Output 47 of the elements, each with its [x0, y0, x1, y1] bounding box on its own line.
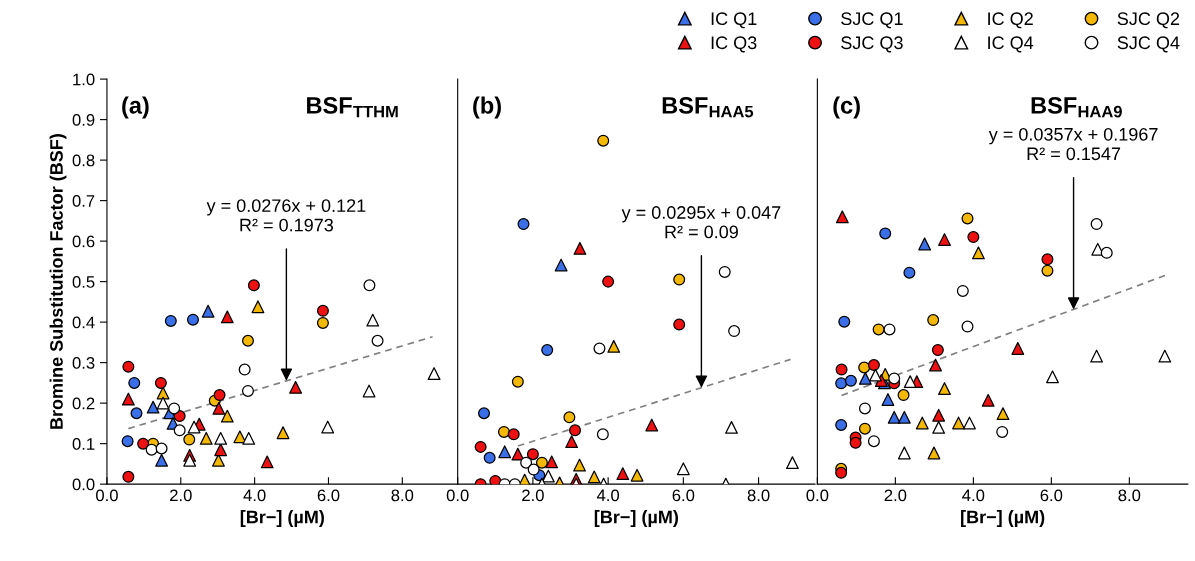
y-tick-label: 0.9 [72, 114, 95, 126]
legend-label: IC Q2 [988, 12, 1033, 29]
legend-label: SJC Q3 [841, 36, 903, 53]
annotation: y = 0.0357x + 0.1967 R² = 0.1547 [988, 127, 1158, 161]
x-axis-title: [Br−] (µM) [240, 510, 324, 527]
x-tick-label: 2.0 [170, 489, 192, 502]
x-tick-label: 2.0 [522, 489, 544, 502]
x-tick-label: 8.0 [391, 489, 414, 502]
legend-label: SJC Q4 [1117, 36, 1180, 53]
x-tick-label: 8.0 [1118, 489, 1141, 502]
legend-label: IC Q1 [711, 12, 757, 29]
y-tick-label: 0.3 [72, 357, 95, 369]
x-tick-label: 8.0 [747, 489, 770, 502]
legend-label: SJC Q2 [1117, 12, 1180, 29]
annotation: y = 0.0276x + 0.121 R² = 0.1973 [206, 199, 366, 232]
y-tick-label: 1.0 [73, 73, 95, 86]
text: BSF$_{HAA5}$ [662, 97, 754, 118]
legend-label: IC Q3 [711, 36, 757, 53]
annotation: (a) [122, 96, 149, 119]
x-tick-label: 2.0 [884, 489, 907, 502]
x-tick-label: 4.0 [596, 489, 620, 502]
annotation: (b) [473, 96, 501, 119]
x-tick-label: 0.0 [806, 489, 829, 502]
x-tick-label: 4.0 [243, 489, 266, 502]
y-axis-title: Bromine Substitution Factor (BSF) [49, 134, 67, 429]
y-tick-label: 0.2 [72, 397, 95, 410]
y-tick-label: 0.0 [72, 478, 95, 491]
x-tick-label: 0.0 [96, 489, 118, 502]
y-tick-label: 0.6 [72, 235, 95, 248]
y-tick-label: 0.4 [72, 316, 95, 329]
x-tick-label: 6.0 [1040, 489, 1063, 502]
x-tick-label: 0.0 [446, 489, 469, 502]
legend-label: IC Q4 [988, 36, 1034, 53]
x-tick-label: 6.0 [672, 489, 695, 502]
x-tick-label: 4.0 [962, 489, 985, 502]
legend-label: SJC Q1 [841, 12, 903, 29]
y-tick-label: 0.5 [72, 276, 95, 288]
y-tick-label: 0.1 [72, 438, 95, 450]
annotation: y = 0.0295x + 0.047 R² = 0.09 [621, 206, 781, 239]
x-axis-title: [Br−] (µM) [594, 510, 678, 527]
annotation: (c) [833, 96, 860, 119]
x-axis-title: [Br−] (µM) [961, 510, 1045, 527]
x-tick-label: 6.0 [317, 489, 340, 502]
y-tick-label: 0.8 [72, 154, 95, 167]
y-tick-label: 0.7 [72, 195, 95, 207]
text: BSF$_{TTHM}$ [307, 97, 398, 118]
text: BSF$_{HAA9}$ [1031, 97, 1122, 118]
